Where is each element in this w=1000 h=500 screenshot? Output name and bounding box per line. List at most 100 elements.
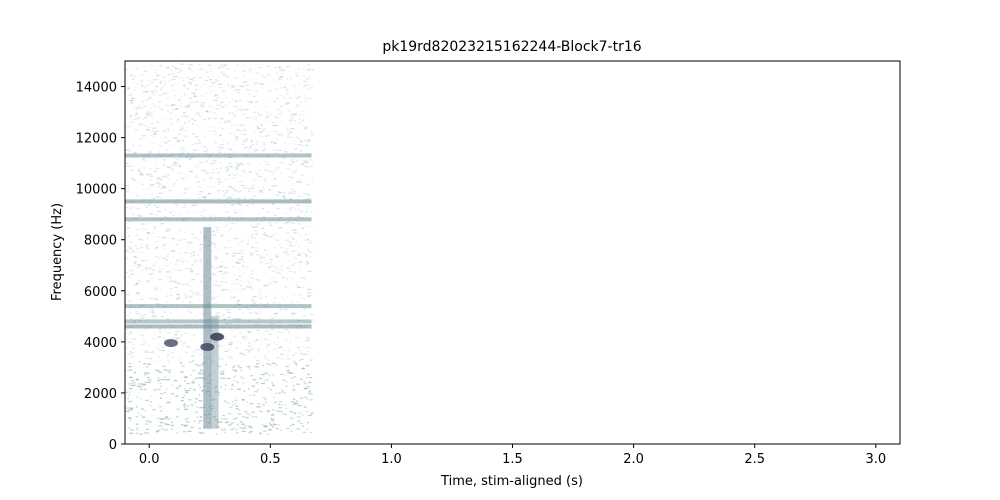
noise-speck (136, 396, 139, 398)
x-tick-label: 0.0 (139, 452, 160, 467)
noise-speck (287, 330, 290, 332)
noise-speck (180, 334, 183, 336)
noise-speck (241, 77, 244, 79)
noise-speck (246, 286, 250, 288)
noise-speck (188, 158, 192, 160)
noise-speck (184, 189, 187, 191)
noise-speck (279, 162, 281, 164)
noise-speck (198, 400, 203, 402)
noise-speck (246, 330, 250, 332)
noise-speck (222, 335, 227, 337)
noise-speck (241, 265, 244, 267)
noise-speck (132, 145, 136, 148)
noise-speck (231, 260, 234, 262)
noise-speck (182, 259, 185, 261)
noise-speck (125, 332, 128, 334)
noise-speck (171, 237, 174, 239)
noise-speck (213, 350, 216, 352)
noise-speck (240, 164, 244, 166)
noise-speck (191, 118, 194, 120)
noise-speck (275, 206, 277, 209)
noise-speck (149, 212, 152, 214)
noise-speck (259, 175, 262, 178)
noise-speck (289, 191, 292, 193)
noise-speck (309, 76, 311, 78)
noise-speck (233, 252, 235, 254)
noise-speck (133, 152, 138, 154)
noise-speck (180, 116, 184, 118)
noise-speck (256, 280, 261, 282)
noise-speck (212, 234, 216, 236)
noise-speck (142, 157, 146, 159)
noise-speck (181, 348, 184, 350)
noise-speck (296, 181, 300, 183)
noise-speck (146, 232, 150, 234)
noise-speck (294, 261, 297, 264)
noise-speck (136, 248, 139, 250)
noise-speck (195, 173, 197, 175)
noise-speck (287, 136, 291, 138)
noise-speck (180, 102, 183, 104)
noise-speck (303, 80, 307, 82)
noise-speck (169, 174, 171, 176)
noise-speck (159, 406, 162, 408)
noise-speck (219, 266, 221, 268)
noise-speck (222, 429, 225, 432)
noise-speck (139, 138, 143, 140)
noise-speck (166, 379, 170, 381)
noise-speck (237, 198, 239, 200)
noise-speck (199, 120, 202, 123)
noise-speck (248, 432, 251, 434)
noise-speck (278, 227, 283, 229)
noise-speck (214, 419, 219, 421)
noise-speck (129, 331, 132, 333)
noise-speck (238, 252, 242, 254)
noise-speck (200, 369, 202, 371)
noise-speck (213, 159, 218, 161)
noise-speck (289, 241, 293, 243)
noise-speck (182, 261, 184, 263)
noise-speck (288, 97, 290, 99)
noise-speck (267, 343, 271, 345)
noise-speck (184, 394, 186, 396)
noise-speck (168, 79, 171, 81)
noise-speck (163, 216, 167, 218)
noise-speck (218, 105, 222, 107)
noise-speck (156, 289, 159, 291)
noise-speck (253, 95, 256, 97)
noise-speck (292, 263, 294, 265)
noise-speck (307, 392, 312, 394)
noise-speck (216, 104, 220, 106)
noise-speck (217, 357, 221, 359)
noise-speck (297, 96, 301, 98)
noise-speck (271, 329, 274, 331)
noise-speck (216, 312, 221, 314)
noise-speck (259, 169, 261, 171)
noise-speck (286, 370, 290, 372)
noise-speck (142, 105, 147, 107)
noise-speck (190, 69, 192, 71)
noise-speck (136, 207, 140, 210)
noise-speck (233, 427, 235, 429)
noise-speck (185, 352, 188, 354)
noise-speck (226, 166, 229, 168)
noise-speck (273, 302, 276, 304)
noise-speck (285, 404, 287, 406)
noise-speck (262, 142, 266, 144)
noise-speck (224, 120, 227, 122)
noise-speck (307, 292, 311, 294)
noise-speck (202, 170, 206, 172)
noise-speck (228, 412, 232, 415)
noise-speck (147, 379, 152, 381)
noise-speck (156, 370, 160, 372)
noise-speck (220, 373, 224, 375)
noise-speck (172, 256, 174, 258)
noise-speck (221, 265, 223, 267)
noise-speck (131, 177, 134, 180)
noise-speck (198, 186, 202, 188)
noise-speck (285, 127, 289, 129)
noise-speck (179, 157, 182, 160)
noise-speck (247, 239, 250, 241)
noise-speck (192, 93, 197, 95)
noise-speck (156, 92, 158, 94)
